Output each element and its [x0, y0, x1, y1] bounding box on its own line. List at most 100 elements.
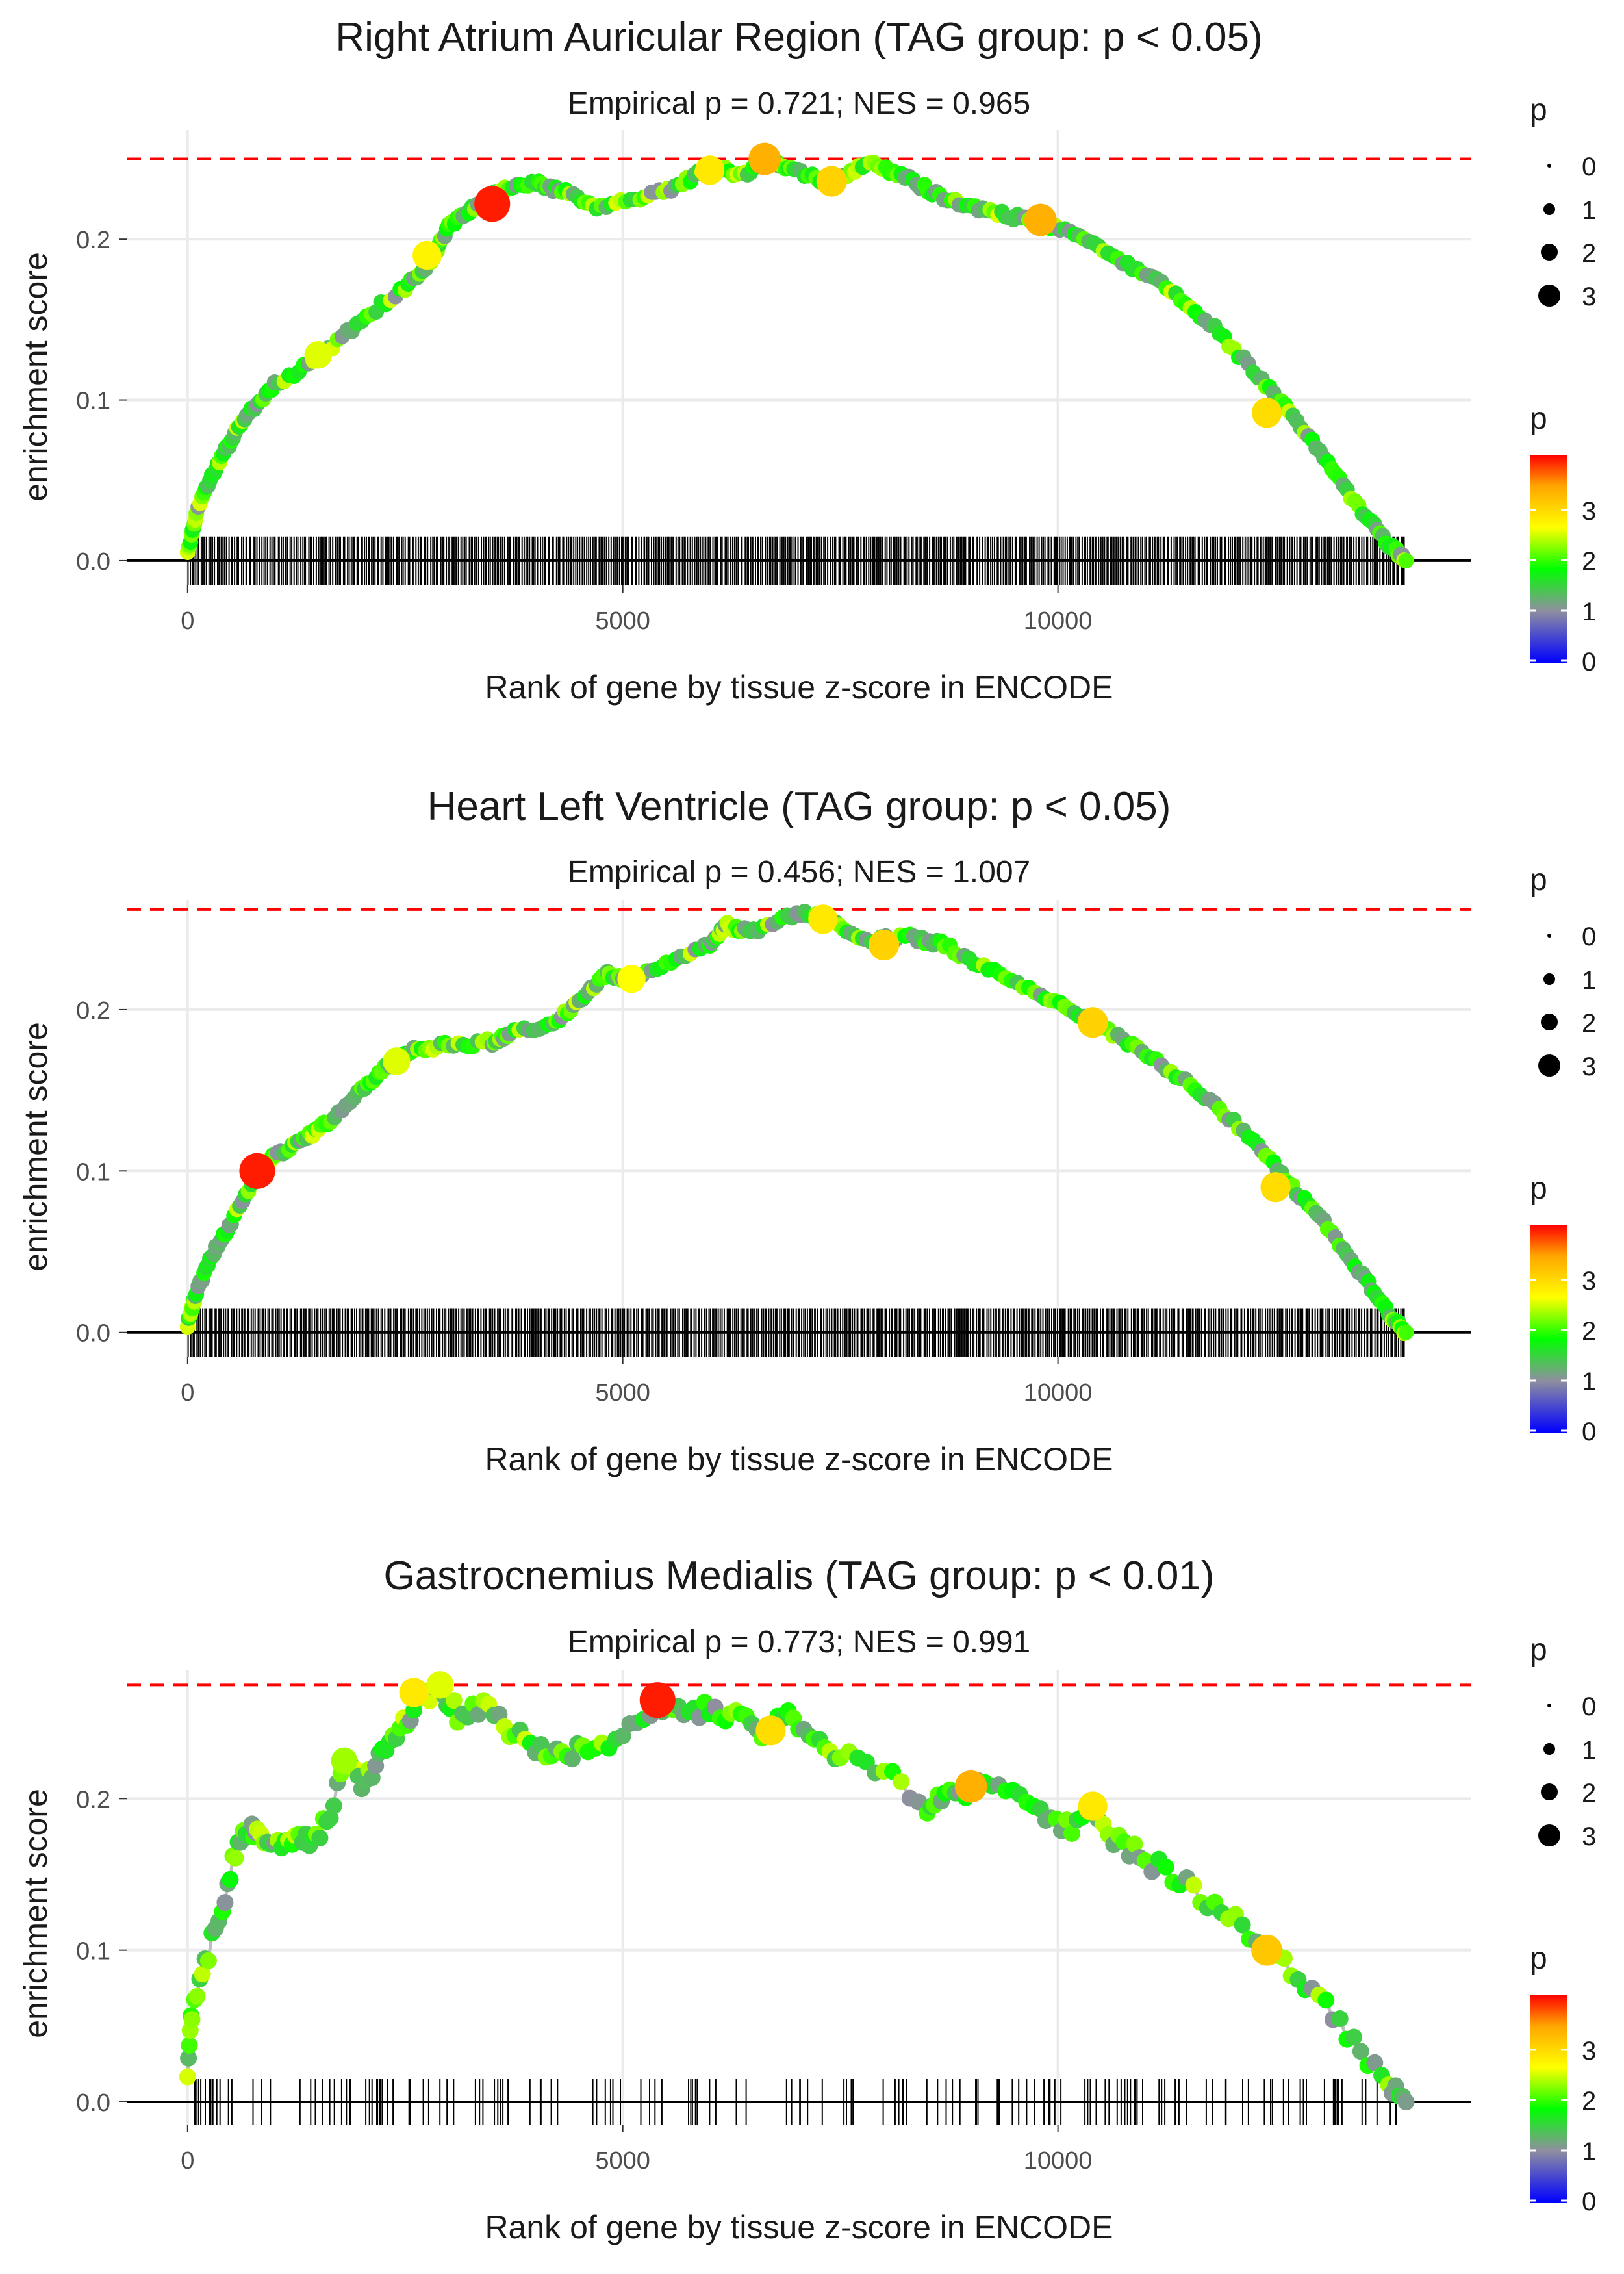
highlight-point	[748, 142, 781, 175]
gene-point	[1063, 1824, 1080, 1842]
gene-point	[180, 2049, 197, 2067]
highlight-point	[1251, 1934, 1283, 1966]
chart-subtitle: Empirical p = 0.773; NES = 0.991	[568, 1625, 1030, 1659]
colorbar	[1530, 455, 1567, 663]
plot-area: 0.0 0.1 0.2 0 5000 10000	[76, 130, 1471, 635]
gene-point	[1397, 2093, 1415, 2110]
highlight-point	[331, 1747, 358, 1774]
size-legend: p 0 1 2 3	[1530, 93, 1596, 311]
x-tick-label: 0	[181, 1379, 194, 1407]
size-legend-dot-3	[1538, 1054, 1560, 1077]
highlight-point	[954, 1770, 987, 1803]
color-legend-label-1: 1	[1582, 598, 1596, 626]
y-tick-label: 0.0	[76, 1320, 110, 1348]
highlight-point	[383, 1047, 411, 1075]
size-legend-label-2: 2	[1582, 1779, 1596, 1808]
size-legend-label-0: 0	[1582, 153, 1596, 181]
size-legend: p 0 1 2 3	[1530, 863, 1596, 1081]
color-legend-label-0: 0	[1582, 1418, 1596, 1446]
chart-subtitle: Empirical p = 0.721; NES = 0.965	[568, 86, 1030, 121]
chart-title: Heart Left Ventricle (TAG group: p < 0.0…	[427, 784, 1171, 829]
size-legend-label-0: 0	[1582, 1693, 1596, 1721]
highlight-point	[426, 1671, 454, 1699]
gene-point	[325, 1797, 342, 1815]
color-legend-label-1: 1	[1582, 2138, 1596, 2166]
color-legend-label-0: 0	[1582, 2188, 1596, 2216]
gene-point	[1185, 1876, 1202, 1894]
gene-point	[1331, 2010, 1349, 2027]
x-tick-label: 10000	[1024, 607, 1093, 635]
x-tick-label: 5000	[595, 1379, 650, 1407]
x-tick-label: 0	[181, 607, 194, 635]
highlight-point	[412, 240, 442, 270]
chart-title: Right Atrium Auricular Region (TAG group…	[335, 15, 1262, 60]
y-axis-label: enrichment score	[18, 1789, 54, 2038]
y-tick-label: 0.1	[76, 388, 110, 415]
size-legend-dot-1	[1543, 203, 1555, 215]
enrichment-curve	[186, 1683, 1408, 2103]
highlight-point	[399, 1678, 429, 1707]
size-legend-label-0: 0	[1582, 923, 1596, 951]
x-tick-label: 5000	[595, 607, 650, 635]
highlight-point	[474, 186, 511, 222]
color-legend: p 3 2 1 0	[1530, 1171, 1596, 1446]
size-legend-dot-2	[1541, 1783, 1558, 1800]
y-tick-label: 0.2	[76, 997, 110, 1025]
size-legend-dot-1	[1543, 973, 1555, 985]
color-legend-label-2: 2	[1582, 547, 1596, 576]
highlight-point	[1077, 1007, 1108, 1038]
y-axis-label: enrichment score	[18, 252, 54, 502]
gene-point	[1126, 1835, 1143, 1853]
color-legend-label-0: 0	[1582, 648, 1596, 676]
x-axis-label: Rank of gene by tissue z-score in ENCODE	[485, 1441, 1113, 1477]
gene-point	[194, 1965, 211, 1983]
size-legend-dot-1	[1543, 1743, 1555, 1755]
highlight-point	[695, 155, 725, 185]
x-tick-label: 0	[181, 2147, 194, 2175]
gene-point	[1143, 1863, 1161, 1880]
highlight-point	[755, 1715, 786, 1746]
size-legend-title: p	[1530, 93, 1547, 127]
color-legend-title: p	[1530, 1171, 1547, 1206]
y-tick-label: 0.0	[76, 2089, 110, 2117]
chart-subtitle: Empirical p = 0.456; NES = 1.007	[568, 855, 1030, 889]
size-legend-dot-2	[1541, 1014, 1558, 1030]
x-tick-label: 5000	[595, 2147, 650, 2175]
highlight-point	[1024, 203, 1057, 236]
gene-point	[1317, 1991, 1335, 2009]
color-legend-label-2: 2	[1582, 2087, 1596, 2115]
highlight-point	[239, 1153, 275, 1189]
y-tick-label: 0.1	[76, 1158, 110, 1186]
color-legend: p 3 2 1 0	[1530, 402, 1596, 676]
size-legend-label-3: 3	[1582, 1053, 1596, 1081]
enrichment-curve	[184, 155, 1408, 564]
highlight-point	[816, 166, 847, 197]
x-tick-label: 10000	[1024, 1379, 1093, 1407]
y-tick-label: 0.0	[76, 548, 110, 576]
colorbar	[1530, 1995, 1567, 2203]
x-axis-label: Rank of gene by tissue z-score in ENCODE	[485, 2209, 1113, 2245]
y-tick-label: 0.2	[76, 1786, 110, 1813]
gene-point	[311, 1829, 329, 1846]
gene-point	[181, 2037, 198, 2054]
gene-point	[1157, 1858, 1174, 1876]
size-legend-title: p	[1530, 1633, 1547, 1667]
highlight-point	[869, 930, 900, 961]
x-axis-label: Rank of gene by tissue z-score in ENCODE	[485, 669, 1113, 706]
panel-2: Heart Left Ventricle (TAG group: p < 0.0…	[18, 784, 1596, 1477]
color-legend-label-3: 3	[1582, 497, 1596, 526]
size-legend-label-2: 2	[1582, 239, 1596, 268]
size-legend-label-1: 1	[1582, 1736, 1596, 1765]
plot-area: 0.0 0.1 0.2 0 5000 10000	[76, 900, 1471, 1407]
gene-point	[1352, 2043, 1369, 2060]
size-legend-title: p	[1530, 863, 1547, 897]
size-legend-label-3: 3	[1582, 283, 1596, 311]
chart-title: Gastrocnemius Medialis (TAG group: p < 0…	[384, 1553, 1215, 1598]
gene-point	[367, 1757, 385, 1774]
highlight-point	[639, 1682, 676, 1718]
panel-1: Right Atrium Auricular Region (TAG group…	[18, 15, 1596, 706]
color-legend-label-1: 1	[1582, 1368, 1596, 1396]
colorbar	[1530, 1225, 1567, 1433]
size-legend-label-3: 3	[1582, 1822, 1596, 1851]
